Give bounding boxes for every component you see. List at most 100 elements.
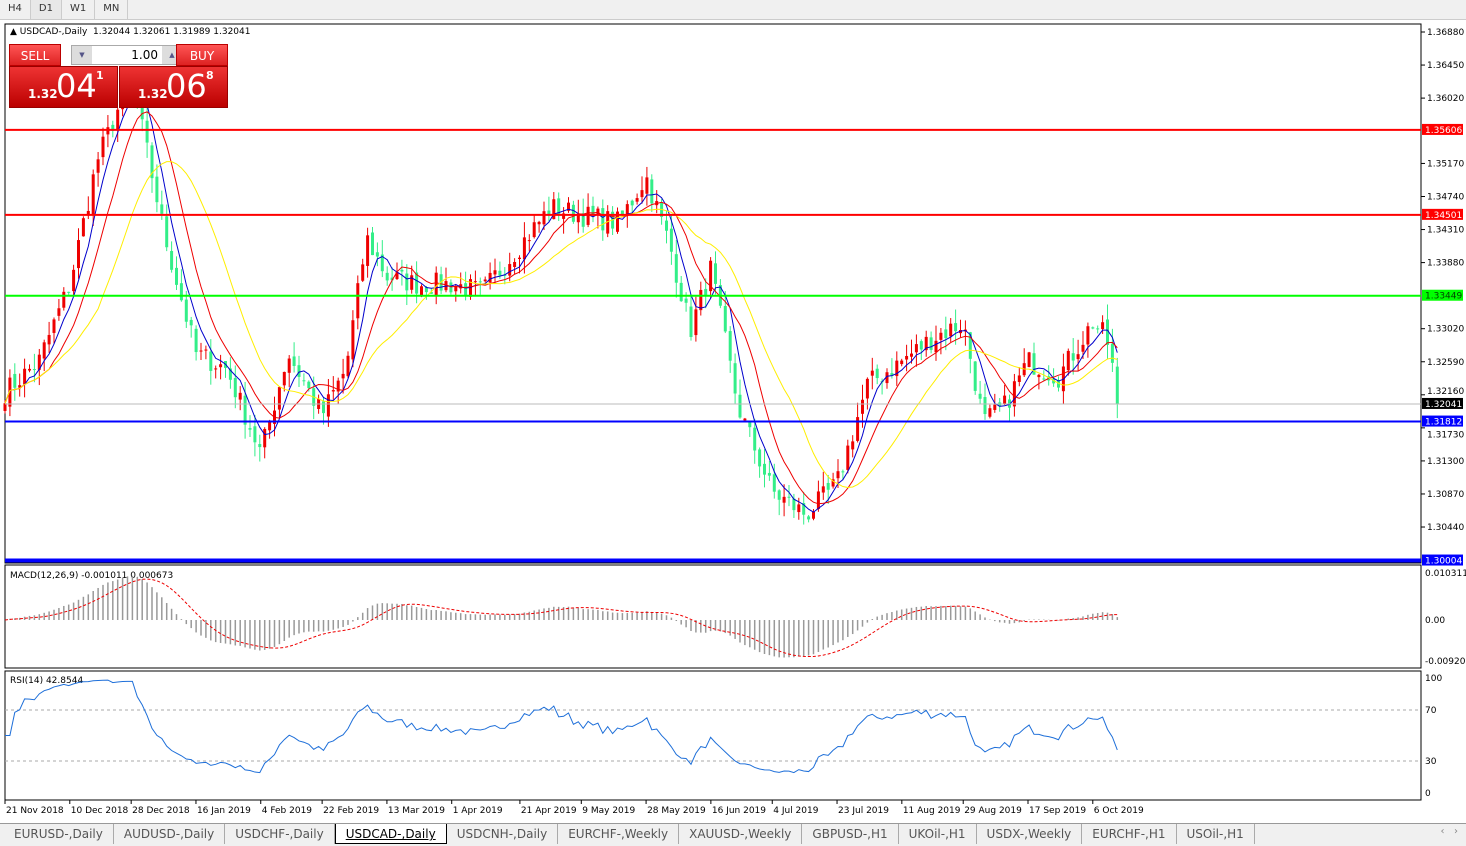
timeframe-d1[interactable]: D1 (30, 0, 62, 19)
candle-body (238, 392, 242, 400)
candle-body (243, 395, 247, 425)
buy-price-prefix: 1.32 (138, 87, 168, 101)
candle-body (870, 370, 874, 376)
price-pane (4, 23, 1422, 564)
tab-eurchf-h1[interactable]: EURCHF-,H1 (1082, 824, 1177, 844)
sell-button[interactable]: SELL (9, 44, 61, 66)
price-tick-label: 1.31730 (1427, 431, 1464, 441)
candle-body (322, 401, 325, 414)
candle-body (214, 368, 218, 370)
decrease-lot-icon[interactable]: ▼ (72, 46, 92, 64)
tab-ukoil-h1[interactable]: UKOil-,H1 (899, 824, 977, 844)
lot-size-stepper[interactable]: ▼ 1.00 ▲ (71, 45, 183, 65)
timeframe-w1[interactable]: W1 (62, 0, 96, 19)
candle-body (547, 210, 551, 216)
date-tick-label: 17 Sep 2019 (1029, 806, 1086, 816)
candle-body (1081, 344, 1085, 352)
candle-body (684, 298, 688, 303)
candle-body (699, 289, 703, 311)
candle-body (307, 381, 311, 389)
date-tick-label: 21 Nov 2018 (6, 806, 64, 816)
candle-body (449, 282, 453, 293)
candle-body (478, 281, 482, 283)
candle-body (674, 254, 678, 283)
candle-body (704, 288, 708, 295)
timeframe-mn[interactable]: MN (95, 0, 129, 19)
candle-body (331, 390, 335, 392)
candle-body (650, 179, 654, 204)
candle-body (1057, 380, 1060, 388)
macd-pane (4, 564, 1422, 669)
candle-body (297, 365, 301, 377)
candle-body (336, 380, 340, 392)
candle-body (934, 340, 938, 353)
tab-eurchf-weekly[interactable]: EURCHF-,Weekly (558, 824, 680, 844)
price-tick-label: 1.31300 (1427, 457, 1464, 467)
tab-audusd-daily[interactable]: AUDUSD-,Daily (114, 824, 226, 844)
candle-body (91, 174, 95, 215)
chart-title: ▲ USDCAD-,Daily 1.32044 1.32061 1.31989 … (10, 27, 251, 37)
candle-body (400, 269, 404, 272)
date-tick-label: 22 Feb 2019 (323, 806, 379, 816)
tab-xauusd-weekly[interactable]: XAUUSD-,Weekly (679, 824, 803, 844)
candle-body (723, 305, 727, 332)
candle-body (23, 368, 27, 385)
lot-size-input[interactable]: 1.00 (131, 48, 158, 62)
candle-body (145, 120, 149, 143)
rsi-label: RSI(14) 42.8544 (10, 676, 83, 686)
candle-body (738, 394, 742, 418)
candle-body (282, 371, 286, 386)
tab-gbpusd-h1[interactable]: GBPUSD-,H1 (802, 824, 899, 844)
date-tick-label: 6 Oct 2019 (1094, 806, 1144, 816)
tab-usdcnh-daily[interactable]: USDCNH-,Daily (447, 824, 559, 844)
sell-price-button[interactable]: 1.32 04 1 (9, 66, 118, 108)
buy-button[interactable]: BUY (176, 44, 228, 66)
tab-scroll-arrows[interactable]: ‹ › (1440, 826, 1458, 837)
sell-price-pips: 04 (56, 67, 97, 105)
candle-body (101, 136, 105, 158)
candle-body (434, 272, 438, 296)
candle-body (302, 380, 306, 382)
candle-body (508, 264, 512, 276)
date-tick-label: 4 Feb 2019 (262, 806, 313, 816)
candle-body (258, 444, 262, 448)
candle-body (13, 373, 17, 388)
candle-body (179, 283, 183, 301)
tab-usdx-weekly[interactable]: USDX-,Weekly (977, 824, 1083, 844)
candle-body (792, 498, 796, 511)
candle-body (875, 368, 879, 379)
candle-body (199, 350, 203, 352)
candle-body (160, 204, 164, 214)
candle-body (77, 240, 80, 269)
candle-body (395, 272, 399, 280)
price-level-label: 1.33449 (1425, 292, 1462, 302)
candle-body (586, 206, 590, 225)
candle-body (52, 319, 56, 333)
candle-body (954, 323, 958, 332)
candle-body (929, 337, 933, 350)
tab-usdchf-daily[interactable]: USDCHF-,Daily (225, 824, 335, 844)
candle-body (47, 334, 51, 345)
moving-average-line (4, 161, 1118, 488)
candle-body (371, 232, 374, 256)
candle-body (567, 202, 570, 211)
buy-price-button[interactable]: 1.32 06 8 (119, 66, 228, 108)
candle-body (37, 354, 41, 370)
candle-body (1071, 353, 1075, 361)
candle-body (405, 273, 409, 291)
candle-body (1101, 322, 1105, 330)
candle-body (571, 204, 575, 222)
tab-eurusd-daily[interactable]: EURUSD-,Daily (4, 824, 114, 844)
price-level-tag (1422, 289, 1463, 301)
candle-body (944, 329, 948, 339)
macd-label: MACD(12,26,9) -0.001011 0.000673 (10, 571, 173, 581)
tab-usoil-h1[interactable]: USOil-,H1 (1177, 824, 1255, 844)
candle-body (375, 252, 379, 257)
candle-body (86, 210, 90, 215)
rsi-tick-label: 0 (1425, 789, 1431, 799)
candle-body (767, 472, 771, 476)
timeframe-h4[interactable]: H4 (0, 0, 31, 19)
chart-canvas[interactable]: 1.36880 1.36450 1.36020 1.35170 1.34740 1.343… (0, 21, 1466, 823)
tab-usdcad-daily[interactable]: USDCAD-,Daily (334, 824, 447, 844)
candle-body (8, 377, 12, 407)
